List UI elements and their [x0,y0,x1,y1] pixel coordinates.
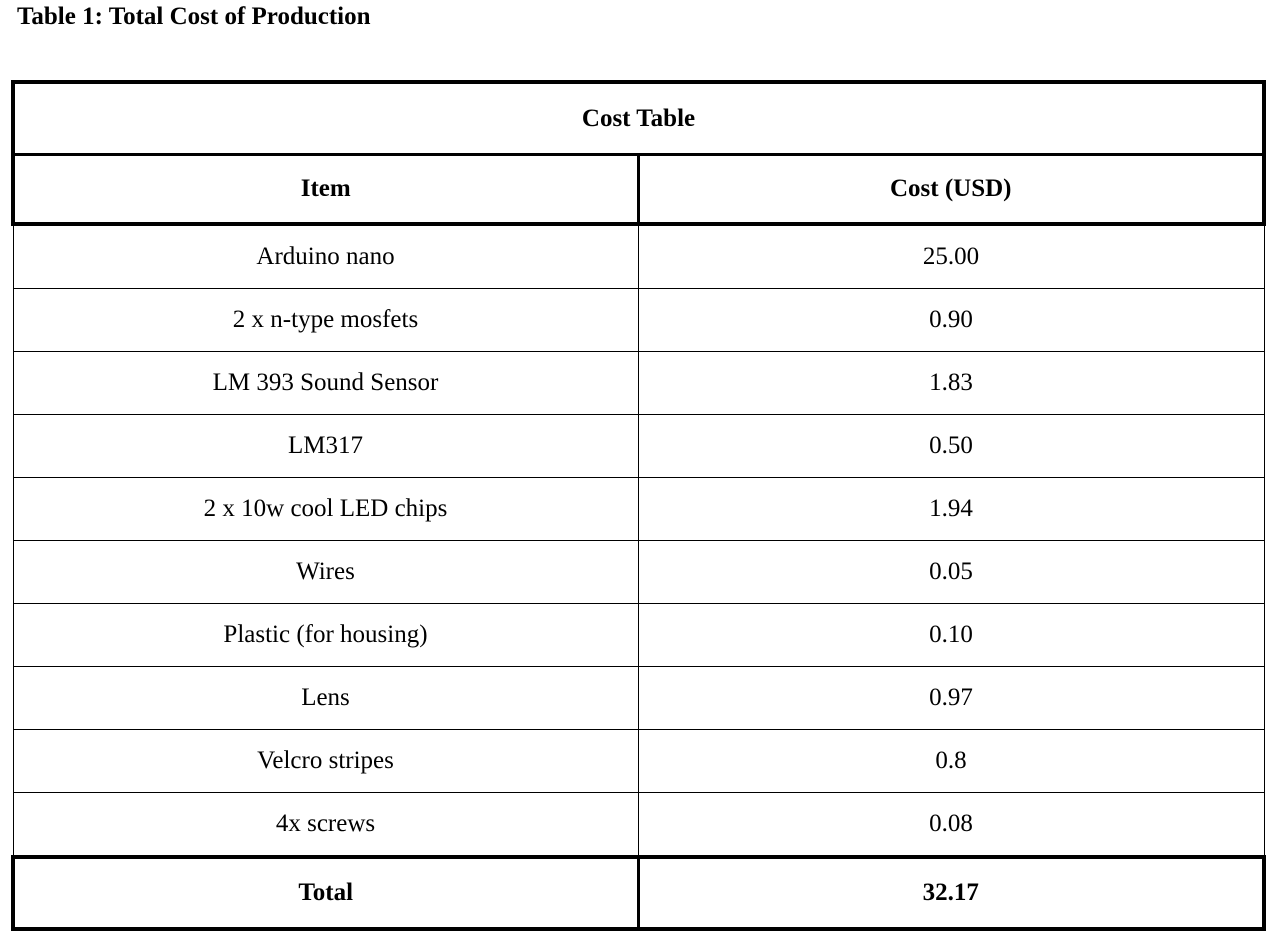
item-cell: 4x screws [12,792,639,858]
item-cell: LM317 [12,414,639,478]
cost-cell: 25.00 [637,223,1265,289]
table-row: 2 x n-type mosfets 0.90 [12,288,1265,352]
cost-cell: 1.94 [637,477,1265,541]
cost-cell: 0.97 [637,666,1265,730]
item-cell: Lens [12,666,639,730]
item-cell: 2 x n-type mosfets [12,288,639,352]
item-cell: 2 x 10w cool LED chips [12,477,639,541]
cost-table: Cost Table Item Cost (USD) Arduino nano … [10,80,1267,931]
cost-cell: 1.83 [637,351,1265,415]
total-label: Total [11,855,640,931]
item-cell: Wires [12,540,639,604]
cost-cell: 0.8 [637,729,1265,793]
cost-cell: 0.08 [637,792,1265,858]
table-row: Arduino nano 25.00 [12,223,1265,289]
table-row: LM317 0.50 [12,414,1265,478]
item-cell: LM 393 Sound Sensor [12,351,639,415]
header-item: Item [11,154,640,226]
table-row: LM 393 Sound Sensor 1.83 [12,351,1265,415]
table-caption: Table 1: Total Cost of Production [17,3,371,30]
table-row: Velcro stripes 0.8 [12,729,1265,793]
table-row: Lens 0.97 [12,666,1265,730]
total-value: 32.17 [637,855,1267,931]
item-cell: Velcro stripes [12,729,639,793]
table-row: 4x screws 0.08 [12,792,1265,858]
cost-cell: 0.90 [637,288,1265,352]
item-cell: Plastic (for housing) [12,603,639,667]
title-row: Cost Table [10,80,1267,156]
table-row: Plastic (for housing) 0.10 [12,603,1265,667]
table-row: 2 x 10w cool LED chips 1.94 [12,477,1265,541]
item-cell: Arduino nano [12,223,639,289]
table-row: Wires 0.05 [12,540,1265,604]
header-row: Item Cost (USD) [11,154,1267,226]
cost-cell: 0.05 [637,540,1265,604]
header-cost: Cost (USD) [637,154,1267,226]
cost-cell: 0.50 [637,414,1265,478]
total-row: Total 32.17 [11,855,1267,931]
table-title: Cost Table [10,80,1267,156]
cost-cell: 0.10 [637,603,1265,667]
